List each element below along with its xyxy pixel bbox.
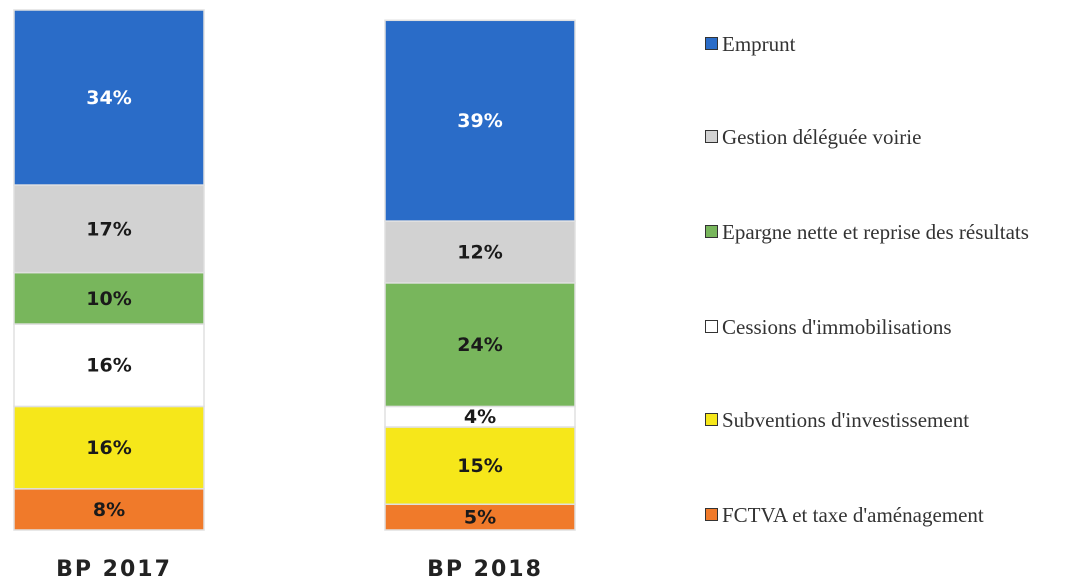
- bar-segment: [384, 282, 576, 408]
- segment-label: 16%: [86, 437, 131, 459]
- segment-label: 5%: [464, 507, 496, 529]
- segment-label: 15%: [457, 455, 502, 477]
- bar-segment: [13, 271, 205, 325]
- bar-segment: [384, 503, 576, 531]
- segment-label: 17%: [86, 218, 131, 240]
- bar-segment: [13, 488, 205, 531]
- segment-label: 10%: [86, 288, 131, 310]
- segment-label: 24%: [457, 334, 502, 356]
- legend-item: Cessions d'immobilisations: [705, 313, 1045, 341]
- category-label: BP 2018: [427, 557, 543, 582]
- legend-label: Epargne nette et reprise des résultats: [722, 220, 1029, 244]
- bar-segment: [384, 19, 576, 222]
- bar-segment: [13, 184, 205, 274]
- legend-label: Subventions d'investissement: [722, 408, 970, 432]
- segment-label: 39%: [457, 110, 502, 132]
- bar-segment: [384, 426, 576, 506]
- legend-item: Subventions d'investissement: [705, 406, 1045, 434]
- legend-swatch: [705, 413, 718, 426]
- legend-item: Epargne nette et reprise des résultats: [705, 218, 1045, 246]
- legend-label: FCTVA et taxe d'aménagement: [722, 503, 984, 527]
- legend-swatch: [705, 37, 718, 50]
- segment-label: 12%: [457, 241, 502, 263]
- legend-item: Gestion déléguée voirie: [705, 123, 1045, 151]
- legend-item: FCTVA et taxe d'aménagement: [705, 501, 1045, 529]
- category-label: BP 2017: [56, 557, 172, 582]
- legend-swatch: [705, 225, 718, 238]
- bar-segment: [13, 405, 205, 490]
- segment-label: 34%: [86, 87, 131, 109]
- legend-label: Emprunt: [722, 32, 796, 56]
- bar-segment: [13, 9, 205, 186]
- legend-swatch: [705, 508, 718, 521]
- segment-label: 16%: [86, 355, 131, 377]
- legend-swatch: [705, 130, 718, 143]
- segment-label: 4%: [464, 406, 496, 428]
- legend-label: Gestion déléguée voirie: [722, 125, 922, 149]
- legend-item: Emprunt: [705, 30, 1045, 58]
- legend-swatch: [705, 320, 718, 333]
- segment-label: 8%: [93, 499, 125, 521]
- legend-label: Cessions d'immobilisations: [722, 315, 952, 339]
